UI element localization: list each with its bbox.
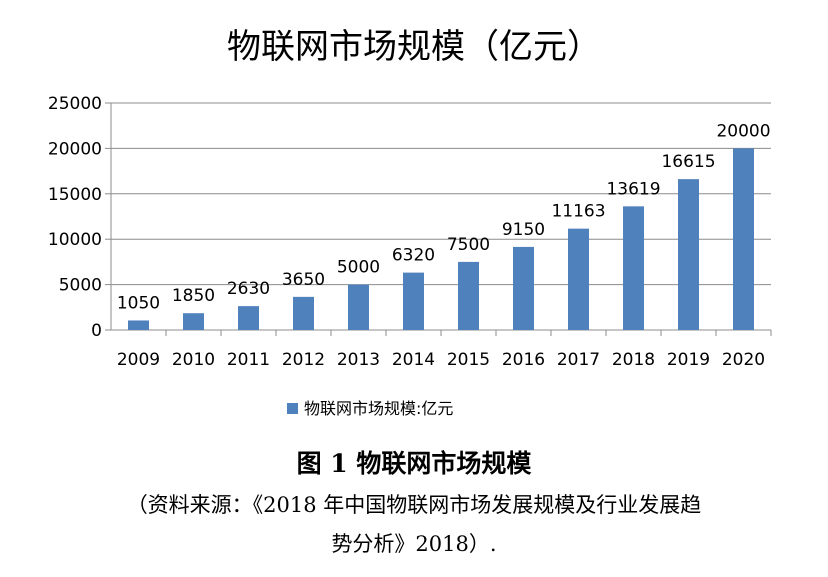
y-tick-label: 0 bbox=[91, 321, 102, 341]
data-label-2020: 20000 bbox=[716, 121, 770, 141]
bar-2014 bbox=[403, 272, 424, 330]
data-label-2010: 1850 bbox=[172, 286, 215, 306]
data-label-2014: 6320 bbox=[392, 246, 435, 266]
bar-2011 bbox=[238, 306, 259, 330]
bar-2020 bbox=[733, 148, 754, 330]
y-tick-label: 5000 bbox=[59, 276, 102, 296]
bar-2019 bbox=[678, 179, 699, 330]
x-tick-label: 2017 bbox=[557, 350, 600, 370]
bar-2012 bbox=[293, 296, 314, 330]
data-label-2012: 3650 bbox=[282, 270, 325, 290]
y-axis-ticks: 0 5000 10000 15000 20000 25000 bbox=[48, 94, 102, 341]
chart-title: 物联网市场规模（亿元） bbox=[227, 27, 601, 67]
bar-2018 bbox=[623, 206, 644, 330]
source-note-line-2: 势分析》2018）. bbox=[331, 532, 497, 556]
x-tick-label: 2015 bbox=[447, 350, 490, 370]
data-label-2009: 1050 bbox=[117, 293, 160, 313]
source-note-line-1: （资料来源：《2018 年中国物联网市场发展规模及行业发展趋 bbox=[126, 493, 702, 517]
data-label-2018: 13619 bbox=[606, 179, 660, 199]
bars: 1050 1850 2630 3650 5000 6320 7500 9150 11163136… bbox=[117, 121, 771, 330]
data-label-2017: 11163 bbox=[551, 202, 605, 222]
legend-label: 物联网市场规模:亿元 bbox=[304, 399, 453, 418]
y-tick-label: 20000 bbox=[48, 139, 102, 159]
gridlines bbox=[105, 102, 771, 331]
y-tick-label: 15000 bbox=[48, 185, 102, 205]
x-axis-ticks: 2009 2010 2011 2012 2013 2014 2015 2016 2017 2018… bbox=[117, 330, 772, 370]
bar-2016 bbox=[513, 246, 534, 330]
x-tick-label: 2011 bbox=[227, 350, 270, 370]
data-label-2016: 9150 bbox=[502, 220, 545, 240]
bar-2010 bbox=[183, 313, 204, 330]
bar-2017 bbox=[568, 228, 589, 330]
x-tick-label: 2016 bbox=[502, 350, 545, 370]
figure-caption: 图 1 物联网市场规模 bbox=[296, 449, 532, 478]
data-label-2015: 7500 bbox=[447, 235, 490, 255]
legend: 物联网市场规模:亿元 bbox=[287, 399, 453, 418]
data-label-2011: 2630 bbox=[227, 279, 270, 299]
x-tick-label: 2018 bbox=[612, 350, 655, 370]
bar-2013 bbox=[348, 284, 369, 330]
data-label-2019: 16615 bbox=[661, 152, 715, 172]
x-tick-label: 2020 bbox=[722, 350, 765, 370]
y-tick-label: 10000 bbox=[48, 230, 102, 250]
x-tick-label: 2014 bbox=[392, 350, 435, 370]
x-tick-label: 2013 bbox=[337, 350, 380, 370]
legend-swatch bbox=[287, 403, 298, 414]
x-tick-label: 2012 bbox=[282, 350, 325, 370]
bar-2009 bbox=[128, 320, 149, 330]
x-tick-label: 2009 bbox=[117, 350, 160, 370]
x-tick-label: 2019 bbox=[667, 350, 710, 370]
y-tick-label: 25000 bbox=[48, 94, 102, 114]
data-label-2013: 5000 bbox=[337, 258, 380, 278]
bar-2015 bbox=[458, 261, 479, 330]
x-tick-label: 2010 bbox=[172, 350, 215, 370]
chart: 物联网市场规模（亿元） 0 5000 10000 15000 20000 25000 10… bbox=[48, 27, 772, 418]
